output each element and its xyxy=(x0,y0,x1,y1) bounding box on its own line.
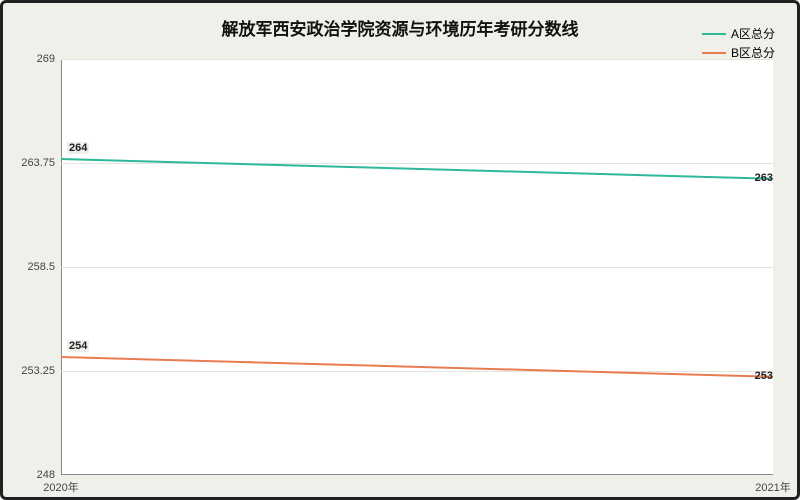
gridline xyxy=(61,267,773,268)
y-tick-label: 263.75 xyxy=(21,157,55,169)
y-tick-label: 269 xyxy=(37,53,55,65)
data-label: 253 xyxy=(753,370,775,382)
legend-swatch xyxy=(702,33,726,35)
x-tick-label: 2021年 xyxy=(755,479,790,495)
plot-area: 248253.25258.5263.752692020年2021年2642632… xyxy=(61,59,773,475)
data-label: 254 xyxy=(67,340,89,352)
axis-line-x xyxy=(61,474,773,475)
x-tick-label: 2020年 xyxy=(43,479,78,495)
data-label: 263 xyxy=(753,172,775,184)
y-tick-label: 258.5 xyxy=(27,261,55,273)
data-label: 264 xyxy=(67,142,89,154)
legend-item: A区总分 xyxy=(702,25,775,42)
chart-container: 解放军西安政治学院资源与环境历年考研分数线 A区总分 B区总分 248253.2… xyxy=(0,0,800,500)
legend-swatch xyxy=(702,52,726,54)
legend: A区总分 B区总分 xyxy=(702,25,775,63)
chart-title: 解放军西安政治学院资源与环境历年考研分数线 xyxy=(3,15,797,40)
gridline xyxy=(61,59,773,60)
series-line xyxy=(61,356,773,378)
series-line xyxy=(61,158,773,180)
y-tick-label: 253.25 xyxy=(21,365,55,377)
gridline xyxy=(61,163,773,164)
legend-label: A区总分 xyxy=(731,25,775,42)
